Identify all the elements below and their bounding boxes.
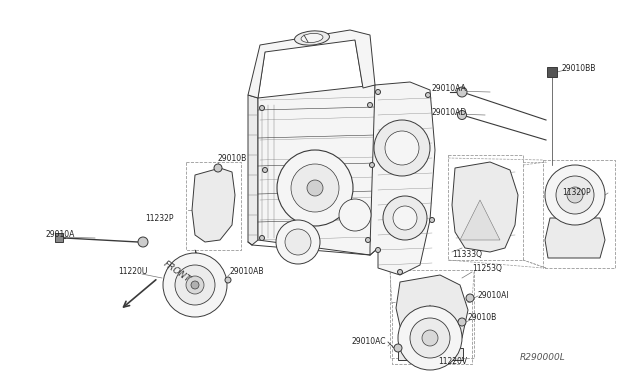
Circle shape bbox=[410, 318, 450, 358]
Circle shape bbox=[457, 87, 467, 97]
Circle shape bbox=[259, 106, 264, 110]
Circle shape bbox=[259, 235, 264, 241]
Circle shape bbox=[383, 196, 427, 240]
Circle shape bbox=[393, 206, 417, 230]
Circle shape bbox=[397, 269, 403, 275]
Circle shape bbox=[398, 306, 462, 370]
Bar bbox=[398, 348, 463, 360]
Text: 29010BB: 29010BB bbox=[562, 64, 596, 73]
Circle shape bbox=[365, 237, 371, 243]
Text: 11320P: 11320P bbox=[562, 187, 591, 196]
Text: 11220U: 11220U bbox=[118, 267, 147, 276]
Text: 11232P: 11232P bbox=[145, 214, 173, 222]
Text: 29010AA: 29010AA bbox=[432, 83, 467, 93]
Circle shape bbox=[175, 265, 215, 305]
Text: 29010B: 29010B bbox=[468, 314, 497, 323]
Polygon shape bbox=[248, 95, 258, 245]
Circle shape bbox=[376, 247, 381, 253]
Polygon shape bbox=[452, 162, 518, 252]
Circle shape bbox=[163, 253, 227, 317]
Circle shape bbox=[369, 163, 374, 167]
Text: R290000L: R290000L bbox=[520, 353, 566, 362]
Circle shape bbox=[262, 167, 268, 173]
Circle shape bbox=[458, 318, 466, 326]
Polygon shape bbox=[396, 275, 468, 348]
Circle shape bbox=[374, 120, 430, 176]
Circle shape bbox=[186, 276, 204, 294]
Text: 29010AD: 29010AD bbox=[432, 108, 467, 116]
Ellipse shape bbox=[294, 31, 330, 45]
Text: 11333Q: 11333Q bbox=[452, 250, 482, 260]
Text: FRONT: FRONT bbox=[162, 260, 193, 285]
Text: 29010B: 29010B bbox=[218, 154, 247, 163]
Circle shape bbox=[422, 330, 438, 346]
Ellipse shape bbox=[301, 33, 323, 42]
Circle shape bbox=[458, 110, 467, 119]
Bar bbox=[547, 67, 557, 77]
Circle shape bbox=[545, 165, 605, 225]
Text: 11220V: 11220V bbox=[438, 357, 467, 366]
Text: 29010AC: 29010AC bbox=[352, 337, 387, 346]
Polygon shape bbox=[405, 305, 455, 338]
Circle shape bbox=[376, 90, 381, 94]
Circle shape bbox=[225, 277, 231, 283]
Circle shape bbox=[429, 218, 435, 222]
Circle shape bbox=[466, 294, 474, 302]
Circle shape bbox=[367, 103, 372, 108]
Circle shape bbox=[567, 187, 583, 203]
Circle shape bbox=[191, 281, 199, 289]
Circle shape bbox=[276, 220, 320, 264]
Circle shape bbox=[394, 344, 402, 352]
Text: 29010AB: 29010AB bbox=[230, 267, 264, 276]
Circle shape bbox=[556, 176, 594, 214]
Circle shape bbox=[277, 150, 353, 226]
Circle shape bbox=[307, 180, 323, 196]
Polygon shape bbox=[192, 168, 235, 242]
Circle shape bbox=[426, 93, 431, 97]
Circle shape bbox=[339, 199, 371, 231]
Text: 29010A: 29010A bbox=[45, 230, 74, 238]
Circle shape bbox=[285, 229, 311, 255]
Polygon shape bbox=[545, 218, 605, 258]
Polygon shape bbox=[370, 82, 435, 275]
Circle shape bbox=[291, 164, 339, 212]
Circle shape bbox=[138, 237, 148, 247]
Circle shape bbox=[214, 164, 222, 172]
Circle shape bbox=[385, 131, 419, 165]
Polygon shape bbox=[460, 200, 500, 240]
Polygon shape bbox=[248, 30, 375, 98]
Text: 29010AI: 29010AI bbox=[478, 291, 509, 299]
Bar bbox=[55, 233, 63, 242]
Polygon shape bbox=[258, 85, 378, 255]
Text: 11253Q: 11253Q bbox=[472, 263, 502, 273]
